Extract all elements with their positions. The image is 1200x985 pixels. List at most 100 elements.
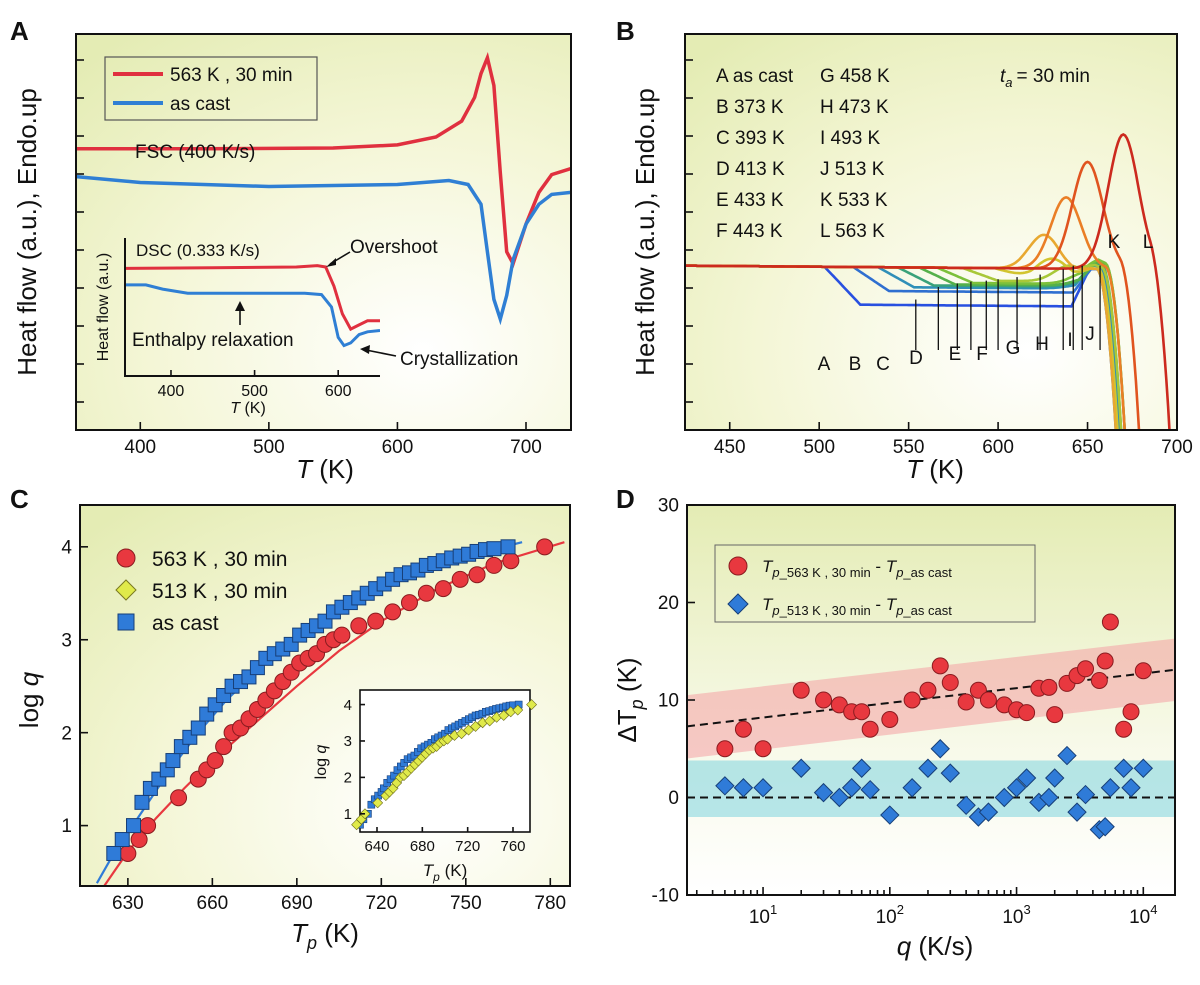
panel-d-point-513-4 (813, 782, 834, 803)
panel-d-point-513-28 (1100, 778, 1121, 798)
panel-c-inset-point-513-27 (484, 715, 496, 727)
panel-a-inset-ylabel: Heat flow (a.u.) (95, 253, 112, 361)
panel-a-inset-x-tick-label-400: 400 (158, 383, 185, 400)
panel-d-point-513-6 (841, 778, 862, 798)
panel-b-curve-label-A: A (818, 354, 831, 375)
panel-b-curve-label-D: D (909, 348, 923, 369)
panel-c-point-563-0 (119, 844, 137, 862)
panel-d-y-tick-label-0: 0 (668, 788, 679, 809)
panel-a-inset-x-ticks: 400 500 600 (158, 370, 352, 400)
panel-b-curve-label-H: H (1035, 334, 1049, 355)
panel-a-overshoot-label: Overshoot (350, 237, 438, 258)
panel-d-legend (714, 544, 1036, 623)
panel-d-point-563-27 (1096, 652, 1114, 670)
panel-b-legend-entry-2: C 393 K (716, 128, 785, 149)
panel-c-point-563-22 (350, 617, 368, 635)
panel-d-x-tick-label-3: 103 (1002, 902, 1030, 928)
panel-d-point-513-9 (880, 805, 900, 825)
panel-b-legend-entry-0: A as cast (716, 66, 794, 87)
panel-b-letter: B (616, 16, 635, 46)
panel-d-point-513-21 (1039, 787, 1059, 808)
panel-d-point-563-25 (1077, 660, 1095, 678)
panel-c-inset-xlabel: Tp (K) (423, 861, 467, 884)
panel-d-point-513-17 (994, 787, 1014, 808)
panel-c-point-563-29 (468, 566, 486, 584)
panel-b-legend-entry-6: G 458 K (820, 66, 890, 87)
panel-d-y-tick-label--10: -10 (652, 886, 679, 907)
panel-d-point-563-21 (1040, 678, 1058, 696)
panel-b-curve-label-E: E (949, 344, 962, 365)
panel-b-curve-label-J: J (1085, 324, 1095, 345)
panel-d-point-513-7 (851, 758, 872, 778)
panel-a-ylabel: Heat flow (a.u.), Endo.up (12, 88, 42, 376)
panel-a-legend-label-as-cast: as cast (170, 94, 231, 115)
panel-c-inset-x-tick-label-760: 760 (500, 838, 525, 855)
panel-d-point-513-23 (1057, 745, 1077, 766)
panel-c-ylabel: log q (14, 671, 44, 728)
panel-b-curve-markers: A B C D E F G H I J K L (818, 232, 1154, 375)
panel-c-y-tick-label-4: 4 (61, 537, 72, 558)
panel-c-x-ticks: 630 660 690 720 750 780 (112, 878, 566, 914)
panel-b-legend-entry-10: K 533 K (820, 190, 888, 211)
panel-c-letter: C (10, 484, 29, 514)
panel-d-point-513-29 (1113, 758, 1134, 778)
panel-a-curve-annealed (76, 52, 571, 269)
panel-a-crystallization-arrowhead (360, 345, 370, 354)
panel-c-inset-y-tick-label-3: 3 (344, 733, 352, 750)
panel-b-legend-entry-9: J 513 K (820, 159, 885, 180)
panel-b-curves (685, 133, 1171, 430)
panel-d-point-513-1 (733, 778, 754, 798)
panel-c-legend-swatch-as-cast (117, 613, 135, 631)
panel-b-ta-label: ta = 30 min (1000, 66, 1090, 90)
panel-c-inset-x-tick-label-640: 640 (364, 838, 389, 855)
panel-b-x-tick-label-450: 450 (714, 437, 746, 458)
panel-a-relaxation-arrowhead (235, 301, 245, 311)
panel-d-point-563-29 (1115, 720, 1133, 738)
panel-c-inset-y-tick-label-1: 1 (344, 806, 352, 823)
panel-c-inset-y-tick-label-4: 4 (344, 697, 352, 714)
panel-d-point-563-30 (1122, 703, 1140, 721)
panel-b-frame (684, 33, 1178, 431)
panel-d-point-563-22 (1046, 706, 1064, 724)
panel-d-point-563-11 (919, 681, 937, 699)
panel-d-point-513-31 (1133, 758, 1154, 778)
panel-c-point-563-21 (333, 626, 351, 644)
panel-d-x-tick-label-2: 102 (876, 902, 904, 928)
panel-a-overshoot-arrowhead (326, 258, 336, 267)
panel-a-x-tick-label-500: 500 (253, 437, 285, 458)
panel-d-point-513-30 (1121, 778, 1141, 798)
panel-d-legend-label-513: Tp_513 K , 30 min - Tp_as cast (762, 595, 952, 618)
panel-a-inset-x-tick-label-500: 500 (241, 383, 268, 400)
panel-a-x-tick-label-400: 400 (124, 437, 156, 458)
panel-c-inset-point-513-31 (512, 704, 524, 716)
panel-c-inset-point-513-24 (463, 724, 474, 736)
panel-d-legend-label-563: Tp_563 K , 30 min - Tp_as cast (762, 557, 952, 580)
panel-d-point-513-10 (902, 778, 922, 798)
panel-c-point-563-7 (215, 738, 233, 756)
panel-c-inset-point-513-23 (456, 728, 467, 740)
panel-a-curve-as-cast (76, 174, 571, 326)
panel-b-xlabel: T (K) (906, 454, 964, 484)
panel-d-point-513-24 (1067, 802, 1087, 822)
panel-c-point-as-cast-0 (106, 845, 122, 861)
panel-d-point-563-9 (881, 711, 899, 728)
panel-d-point-563-31 (1134, 662, 1152, 680)
panel-d-y-ticks: -10 0 10 20 30 (652, 496, 695, 907)
panel-c-points (106, 538, 554, 862)
panel-c-legend-label-513: 513 K , 30 min (152, 580, 287, 603)
panel-c-point-as-cast-46 (500, 539, 516, 555)
panel-d-point-513-11 (918, 758, 938, 778)
panel-b-y-ticks (685, 59, 693, 403)
panel-c-x-tick-label-750: 750 (450, 893, 482, 914)
panel-d-point-513-3 (791, 758, 811, 778)
panel-b-curve-label-B: B (849, 354, 862, 375)
panel-d-xlabel: q (K/s) (897, 931, 974, 961)
panel-a: A 400 500 600 700 Heat flow (a.u.), Endo.up… (10, 16, 572, 484)
panel-c-point-as-cast-7 (165, 753, 181, 769)
panel-b-legend-entry-4: E 433 K (716, 190, 784, 211)
panel-c-point-563-32 (536, 538, 554, 556)
panel-d-legend-swatch-563 (728, 556, 748, 576)
panel-d-point-513-25 (1075, 784, 1096, 805)
panel-c-point-563-24 (384, 603, 402, 621)
